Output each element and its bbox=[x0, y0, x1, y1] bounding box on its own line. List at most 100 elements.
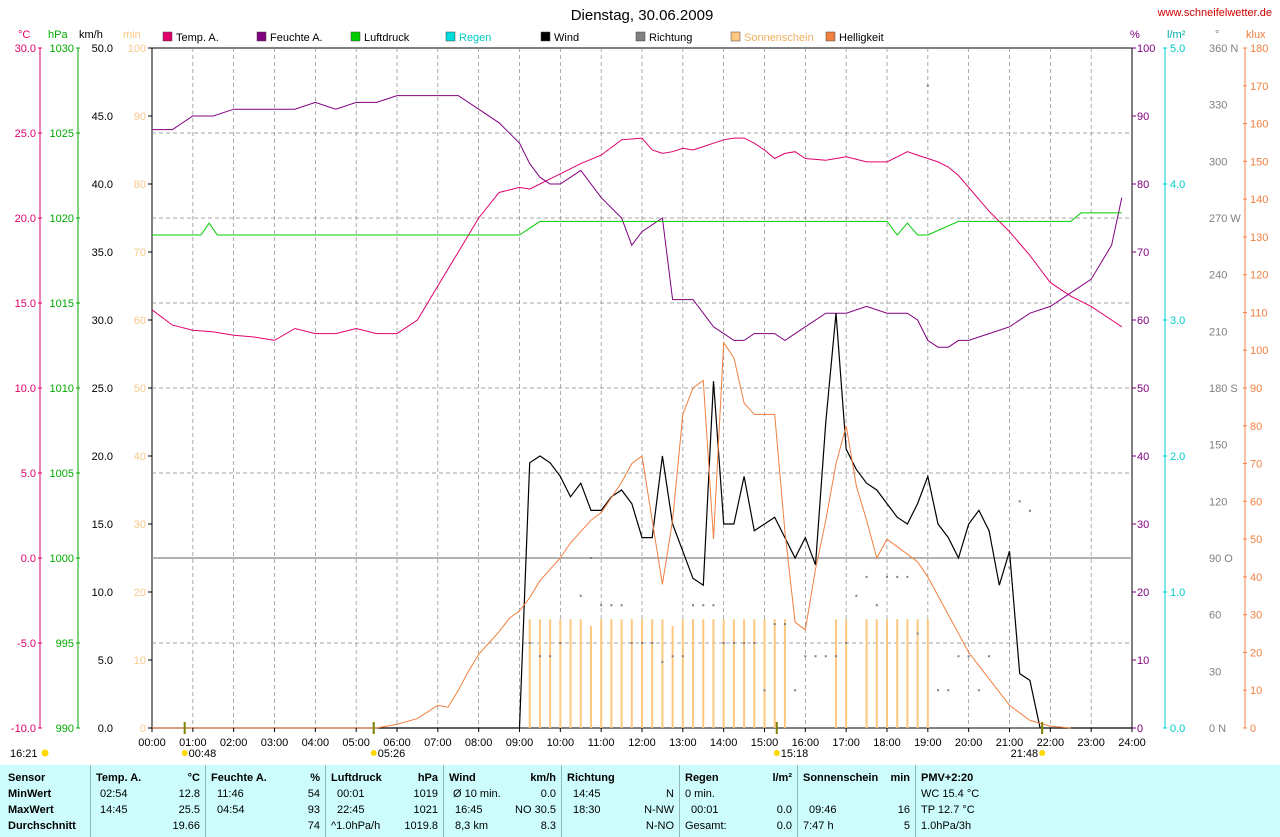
rain-unit-label: l/m² bbox=[772, 772, 792, 784]
pmv-windchill: WC 15.4 °C bbox=[921, 788, 980, 800]
direction-point bbox=[988, 655, 991, 658]
humidity-tick-label: 60 bbox=[1137, 315, 1149, 327]
direction-point bbox=[681, 655, 684, 658]
direction-point bbox=[824, 655, 827, 658]
humidity-min-time: 11:46 bbox=[217, 788, 244, 800]
pressure-tick-label: 1005 bbox=[50, 468, 74, 480]
humidity-tick-label: 40 bbox=[1137, 451, 1149, 463]
temp-unit-label: °C bbox=[187, 772, 200, 784]
direction-tick-label: 0 N bbox=[1209, 723, 1226, 735]
temp-tick-label: -5.0 bbox=[17, 638, 36, 650]
temp-tick-label: 0.0 bbox=[21, 553, 36, 565]
temp-max: 25.5 bbox=[178, 804, 200, 816]
pressure-tick-label: 1010 bbox=[50, 383, 74, 395]
pressure-tick-label: 995 bbox=[56, 638, 74, 650]
pressure-avg: 1019.8 bbox=[404, 820, 438, 832]
direction-point bbox=[630, 642, 633, 644]
brightness-tick-label: 20 bbox=[1250, 647, 1262, 659]
x-tick-label: 21:00 bbox=[996, 737, 1024, 749]
legend-label: Temp. A. bbox=[176, 32, 219, 44]
feuchte-a-series-line bbox=[152, 95, 1123, 348]
rain-tick-label: 2.0 bbox=[1170, 451, 1185, 463]
x-tick-label: 17:00 bbox=[832, 737, 860, 749]
direction-point bbox=[937, 689, 940, 692]
sun-icon bbox=[41, 749, 49, 757]
direction-point bbox=[947, 689, 950, 692]
legend-swatch bbox=[825, 31, 836, 42]
wind-unit-label: km/h bbox=[530, 772, 556, 784]
legend-swatch bbox=[445, 31, 456, 42]
direction-point bbox=[814, 655, 817, 658]
temp-unit: °C bbox=[18, 29, 30, 41]
humidity-tick-label: 30 bbox=[1137, 519, 1149, 531]
rain-duration: 0 min. bbox=[685, 788, 715, 800]
minutes-tick-label: 40 bbox=[134, 451, 146, 463]
x-tick-label: 19:00 bbox=[914, 737, 942, 749]
rain-tick-label: 4.0 bbox=[1170, 179, 1185, 191]
humidity-max-time: 04:54 bbox=[217, 804, 245, 816]
x-tick-label: 05:00 bbox=[342, 737, 370, 749]
direction-tick-label: 240 bbox=[1209, 270, 1227, 282]
brightness-tick-label: 100 bbox=[1250, 345, 1268, 357]
temp-tick-label: 20.0 bbox=[15, 213, 36, 225]
temp-max-time: 14:45 bbox=[100, 804, 128, 816]
wind-tick-label: 50.0 bbox=[92, 43, 113, 55]
legend-label: Helligkeit bbox=[839, 32, 884, 44]
direction-point bbox=[549, 655, 552, 658]
sun-icon bbox=[1039, 750, 1046, 756]
direction-min-time: 14:45 bbox=[573, 788, 601, 800]
direction-point bbox=[702, 604, 705, 607]
minutes-tick-label: 80 bbox=[134, 179, 146, 191]
grid bbox=[152, 48, 1132, 728]
humidity-tick-label: 90 bbox=[1137, 111, 1149, 123]
plot-area bbox=[151, 84, 1132, 729]
humidity-max: 93 bbox=[307, 804, 320, 816]
x-tick-label: 03:00 bbox=[261, 737, 289, 749]
legend-label: Feuchte A. bbox=[270, 32, 323, 44]
direction-point bbox=[967, 655, 970, 658]
direction-point bbox=[579, 594, 582, 597]
direction-avg: N-NO bbox=[645, 820, 674, 832]
minutes-tick-label: 10 bbox=[134, 655, 146, 667]
direction-point bbox=[886, 575, 888, 578]
temp-a-series-line bbox=[151, 137, 1123, 341]
brightness-tick-label: 180 bbox=[1250, 43, 1268, 55]
statistics-panel: Sensor MinWert MaxWert Durchschnitt Temp… bbox=[0, 765, 1280, 837]
legend-swatch bbox=[635, 31, 646, 42]
site-url: www.schneifelwetter.de bbox=[1157, 7, 1272, 19]
sunshine-title: Sonnenschein bbox=[803, 772, 879, 784]
x-tick-label: 14:00 bbox=[710, 737, 738, 749]
x-axis: 00:00 01:00 02:00 03:00 04:00 05:00 06:00 07:00… bbox=[138, 728, 1146, 749]
legend-label: Luftdruck bbox=[364, 32, 410, 44]
helligkeit-series-line bbox=[152, 341, 1071, 729]
sensor-title: Sensor bbox=[8, 772, 46, 784]
legend-label: Wind bbox=[554, 32, 579, 44]
humidity-avg: 74 bbox=[307, 820, 320, 832]
humidity-unit: % bbox=[1130, 29, 1140, 41]
direction-title: Richtung bbox=[567, 772, 615, 784]
x-tick-label: 18:00 bbox=[873, 737, 901, 749]
direction-tick-label: 330 bbox=[1209, 100, 1227, 112]
direction-point bbox=[916, 632, 919, 635]
x-tick-label: 04:00 bbox=[302, 737, 330, 749]
brightness-tick-label: 120 bbox=[1250, 270, 1268, 282]
col-divider bbox=[797, 765, 798, 837]
direction-point bbox=[589, 557, 592, 559]
direction-unit: ° bbox=[1215, 29, 1219, 41]
pressure-tick-label: 1015 bbox=[50, 298, 74, 310]
direction-tick-label: 90 O bbox=[1209, 553, 1233, 565]
pressure-tick-label: 1000 bbox=[50, 553, 74, 565]
brightness-tick-label: 40 bbox=[1250, 572, 1262, 584]
direction-tick-label: 150 bbox=[1209, 440, 1227, 452]
direction-tick-label: 120 bbox=[1209, 496, 1227, 508]
direction-point bbox=[559, 642, 562, 644]
direction-point bbox=[620, 604, 623, 607]
time-markers: 00:48 05:26 15:18 21:48 bbox=[181, 722, 1046, 760]
pressure-unit: hPa bbox=[48, 29, 68, 41]
temp-min-time: 02:54 bbox=[100, 788, 128, 800]
brightness-tick-label: 70 bbox=[1250, 459, 1262, 471]
direction-tick-label: 60 bbox=[1209, 610, 1221, 622]
direction-point bbox=[692, 604, 695, 607]
brightness-tick-label: 140 bbox=[1250, 194, 1268, 206]
legend-swatch bbox=[730, 31, 741, 42]
